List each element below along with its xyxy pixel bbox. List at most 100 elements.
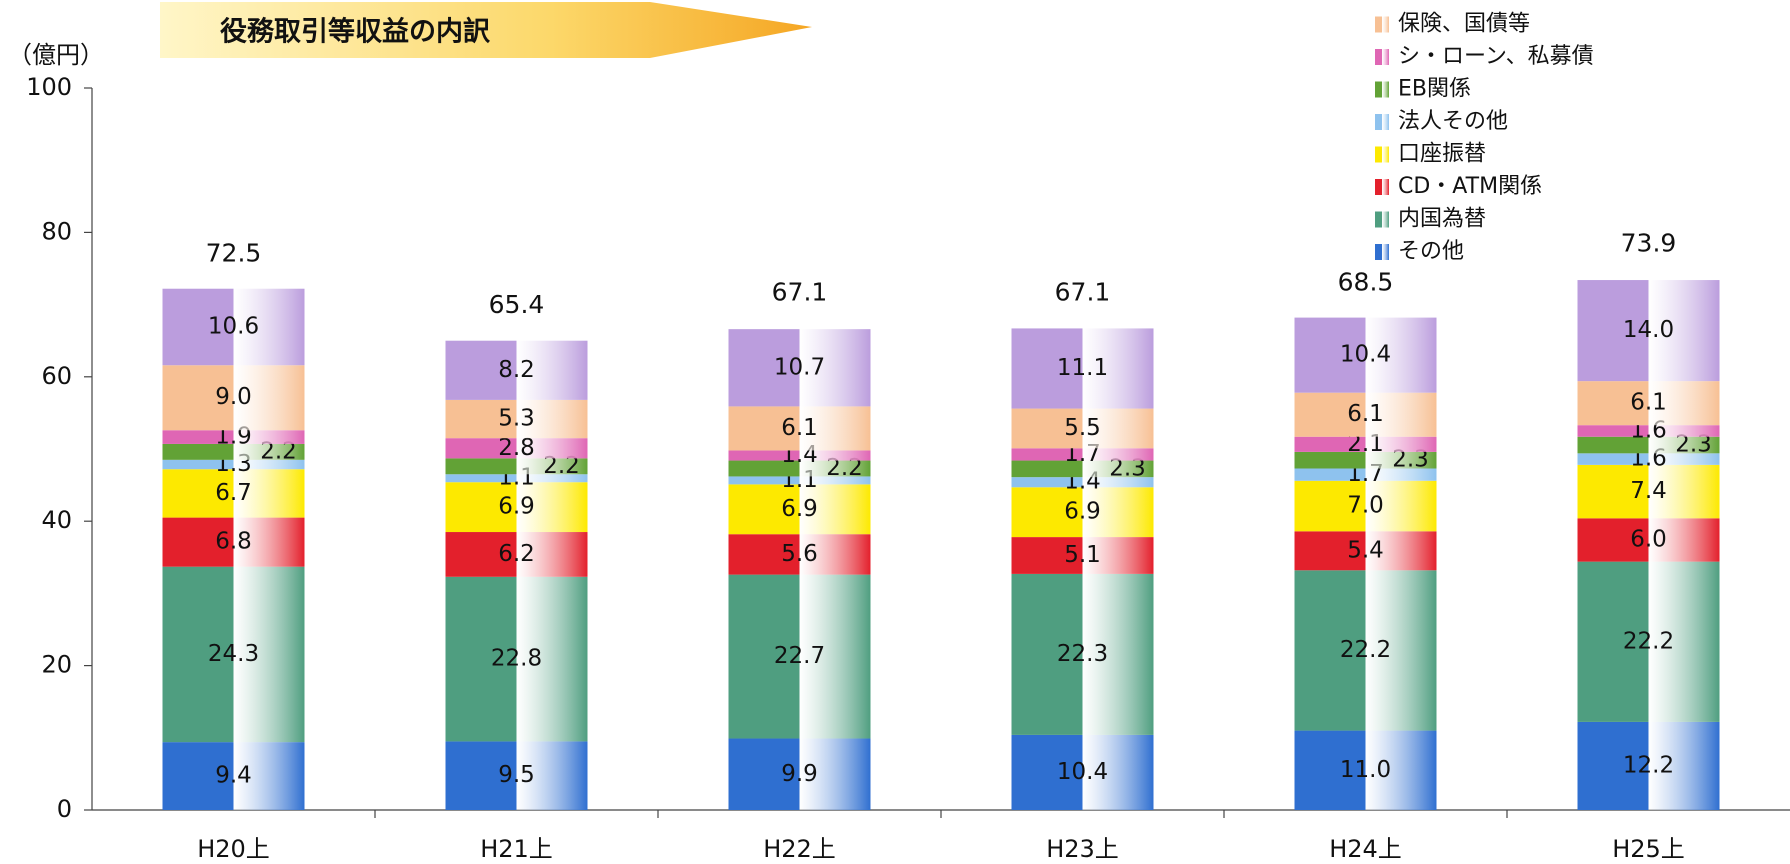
- bar-segment: [1577, 436, 1720, 454]
- bar-segment: [162, 459, 305, 470]
- data-label: 11.1: [1057, 355, 1108, 381]
- legend-swatch: [1375, 49, 1389, 65]
- x-tick-label: H22上: [763, 835, 836, 863]
- bar-segment: [162, 288, 305, 366]
- data-label: 6.1: [1630, 390, 1667, 416]
- data-label: 9.0: [215, 384, 252, 410]
- data-label: 10.6: [208, 313, 259, 339]
- bar-segment: [1577, 453, 1720, 465]
- bar-segment: [1011, 460, 1154, 478]
- data-label: 8.2: [498, 357, 535, 383]
- bar-segment: [1577, 280, 1720, 382]
- data-label: 14.0: [1623, 317, 1674, 343]
- data-label: 22.3: [1057, 641, 1108, 667]
- y-tick-label: 80: [41, 217, 72, 245]
- bar-segment: [1577, 561, 1720, 722]
- legend-label: CD・ATM関係: [1398, 174, 1542, 199]
- legend-swatch: [1375, 146, 1389, 163]
- bar-segment: [728, 460, 871, 477]
- bar-segment: [445, 399, 588, 439]
- bar-segment: [162, 365, 305, 431]
- y-tick-label: 20: [41, 651, 72, 679]
- data-label: 6.0: [1630, 526, 1667, 552]
- bar-segment: [1577, 721, 1720, 810]
- data-label: 9.9: [781, 761, 818, 787]
- bar-segment: [1294, 317, 1437, 393]
- y-tick-label: 0: [57, 795, 72, 823]
- data-label: 6.9: [498, 494, 535, 520]
- bar-segment: [445, 532, 588, 577]
- bar-segment: [162, 430, 305, 444]
- x-tick-label: H23上: [1046, 835, 1119, 863]
- bar-segment: [1294, 531, 1437, 571]
- data-label: 24.3: [208, 641, 259, 667]
- data-label: 5.5: [1064, 415, 1101, 441]
- bar-segment: [1011, 448, 1154, 461]
- x-tick-label: H21上: [480, 835, 553, 863]
- data-label: 7.0: [1347, 493, 1384, 519]
- bar-segment: [1011, 408, 1154, 449]
- legend-label: 法人その他: [1398, 109, 1508, 134]
- bar-segment: [1577, 425, 1720, 437]
- legend-label: 口座振替: [1398, 142, 1486, 167]
- bar-segment: [728, 329, 871, 407]
- data-label: 5.3: [498, 406, 535, 432]
- total-label: 72.5: [206, 239, 262, 268]
- data-label: 22.7: [774, 643, 825, 669]
- bar-segment: [1294, 480, 1437, 532]
- bar-segment: [1011, 328, 1154, 409]
- chart-title: 役務取引等収益の内訳: [220, 16, 491, 48]
- bar-segment: [445, 741, 588, 810]
- bar-segment: [728, 574, 871, 739]
- legend-swatch: [1375, 244, 1389, 260]
- total-label: 67.1: [772, 278, 828, 307]
- bar-segment: [1011, 487, 1154, 538]
- legend-swatch: [1375, 211, 1389, 228]
- bar-segment: [728, 450, 871, 461]
- bar-segment: [1577, 518, 1720, 562]
- legend-label: 内国為替: [1398, 207, 1486, 232]
- data-label: 22.2: [1623, 628, 1674, 654]
- bar-segment: [728, 738, 871, 810]
- bar-segment: [1577, 464, 1720, 519]
- y-tick-label: 40: [41, 506, 72, 534]
- bar-segment: [445, 576, 588, 742]
- bar-segment: [728, 476, 871, 485]
- legend-swatch: [1375, 114, 1389, 130]
- bar-segment: [728, 406, 871, 451]
- bar-segment: [162, 443, 305, 460]
- y-axis-label: （億円）: [8, 41, 104, 69]
- bar-segment: [728, 484, 871, 535]
- title-banner: [160, 2, 812, 58]
- bar-segment: [728, 534, 871, 575]
- data-label: 5.6: [781, 541, 818, 567]
- data-label: 11.0: [1340, 757, 1391, 783]
- data-label: 7.4: [1630, 478, 1667, 504]
- data-label: 6.7: [215, 480, 252, 506]
- legend-label: 投信: [1398, 0, 1442, 4]
- bar-segment: [1011, 537, 1154, 574]
- bar-segment: [1294, 451, 1437, 469]
- bar-segment: [1294, 392, 1437, 437]
- data-label: 12.2: [1623, 752, 1674, 778]
- bar-segment: [1294, 730, 1437, 810]
- bar-segment: [1294, 468, 1437, 481]
- bar-segment: [1294, 436, 1437, 452]
- legend-swatch: [1375, 179, 1389, 195]
- data-label: 22.2: [1340, 637, 1391, 663]
- total-label: 65.4: [489, 290, 545, 319]
- data-label: 6.9: [781, 496, 818, 522]
- bar-segment: [445, 482, 588, 533]
- data-label: 6.2: [498, 541, 535, 567]
- data-label: 9.4: [215, 763, 252, 789]
- bar-segment: [445, 474, 588, 483]
- bar-segment: [1577, 381, 1720, 426]
- legend-label: 保険、国債等: [1398, 12, 1530, 37]
- bar-segment: [162, 566, 305, 743]
- y-tick-label: 60: [41, 362, 72, 390]
- data-label: 2.8: [498, 435, 535, 461]
- data-label: 22.8: [491, 646, 542, 672]
- bar-segment: [162, 469, 305, 518]
- data-label: 10.4: [1057, 759, 1108, 785]
